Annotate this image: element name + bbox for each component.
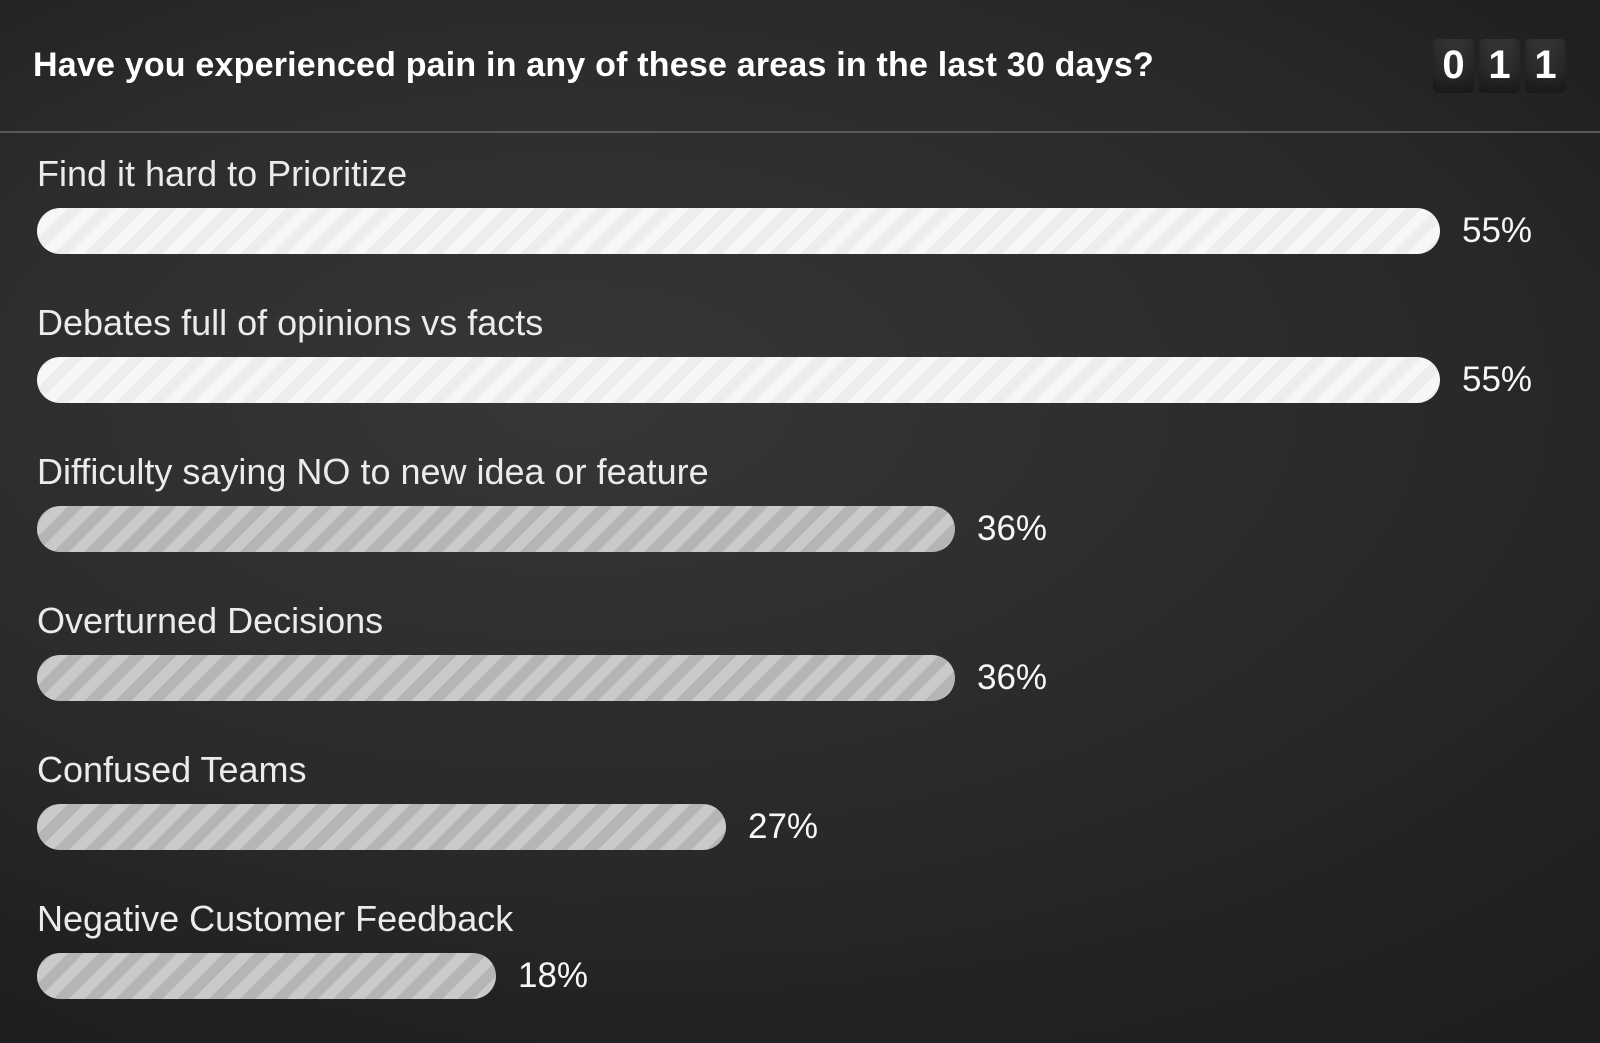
bar-fill: [37, 953, 496, 999]
bar-row: Negative Customer Feedback 18%: [37, 899, 1600, 999]
bar-fill: [37, 208, 1440, 254]
results-list: Find it hard to Prioritize 55% Debates ful…: [0, 133, 1600, 999]
counter-digit: 0: [1433, 38, 1474, 93]
bar-label: Overturned Decisions: [37, 600, 384, 641]
bar-row: Difficulty saying NO to new idea or feat…: [37, 452, 1600, 552]
bar-value: 55%: [1462, 360, 1533, 399]
bar-label: Negative Customer Feedback: [37, 898, 514, 939]
bar-value: 18%: [518, 956, 589, 995]
bar-value: 36%: [977, 658, 1048, 697]
bar-label: Debates full of opinions vs facts: [37, 302, 544, 343]
bar-row: Overturned Decisions 36%: [37, 601, 1600, 701]
bar-value: 55%: [1462, 211, 1533, 250]
header: Have you experienced pain in any of thes…: [0, 0, 1600, 133]
bar-track: 36%: [37, 655, 1600, 701]
bar-row: Debates full of opinions vs facts 55%: [37, 303, 1600, 403]
bar-row: Find it hard to Prioritize 55%: [37, 154, 1600, 254]
bar-fill: [37, 804, 726, 850]
bar-label: Find it hard to Prioritize: [37, 153, 408, 194]
bar-track: 18%: [37, 953, 1600, 999]
counter-digit: 1: [1525, 38, 1566, 93]
bar-track: 27%: [37, 804, 1600, 850]
bar-track: 55%: [37, 208, 1600, 254]
bar-label: Confused Teams: [37, 749, 307, 790]
bar-fill: [37, 357, 1440, 403]
bar-track: 55%: [37, 357, 1600, 403]
bar-track: 36%: [37, 506, 1600, 552]
bar-fill: [37, 506, 955, 552]
bar-value: 27%: [748, 807, 819, 846]
counter-digit: 1: [1479, 38, 1520, 93]
bar-row: Confused Teams 27%: [37, 750, 1600, 850]
bar-value: 36%: [977, 509, 1048, 548]
question-title: Have you experienced pain in any of thes…: [33, 46, 1154, 84]
bar-fill: [37, 655, 955, 701]
bar-label: Difficulty saying NO to new idea or feat…: [37, 451, 709, 492]
